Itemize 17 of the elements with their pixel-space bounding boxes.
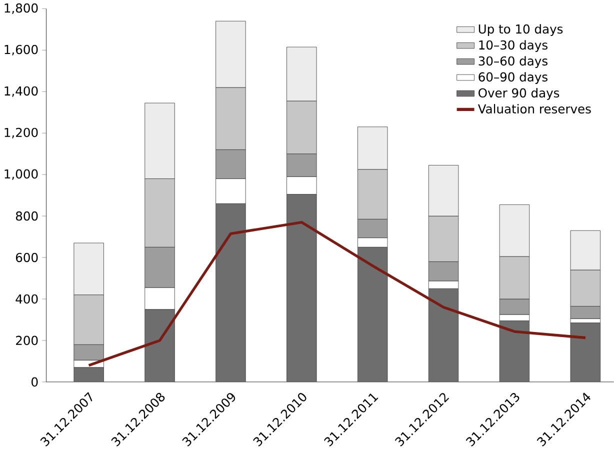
y-tick-label: 600 [16, 252, 38, 262]
y-tick-label: 200 [16, 336, 38, 345]
y-tick-label: 400 [16, 294, 38, 304]
y-tick-label: 800 [16, 211, 38, 221]
y-tick-label: 1,000 [4, 169, 38, 180]
y-tick-label: 1,200 [4, 128, 38, 138]
legend-label: Up to 10 days [478, 24, 563, 36]
y-tick-label: 1,400 [4, 86, 38, 97]
y-tick-label: 1,600 [4, 44, 38, 56]
y-tick-label: 1,800 [4, 3, 38, 14]
legend-label: 10–30 days [479, 40, 548, 52]
legend-label: Over 90 days [478, 88, 560, 100]
legend-label: Valuation reserves [478, 104, 591, 114]
line-series [87, 220, 587, 367]
y-tick-label: 0 [32, 377, 38, 386]
legend-label: 30–60 days [478, 56, 548, 68]
legend-label: 60–90 days [478, 72, 548, 84]
